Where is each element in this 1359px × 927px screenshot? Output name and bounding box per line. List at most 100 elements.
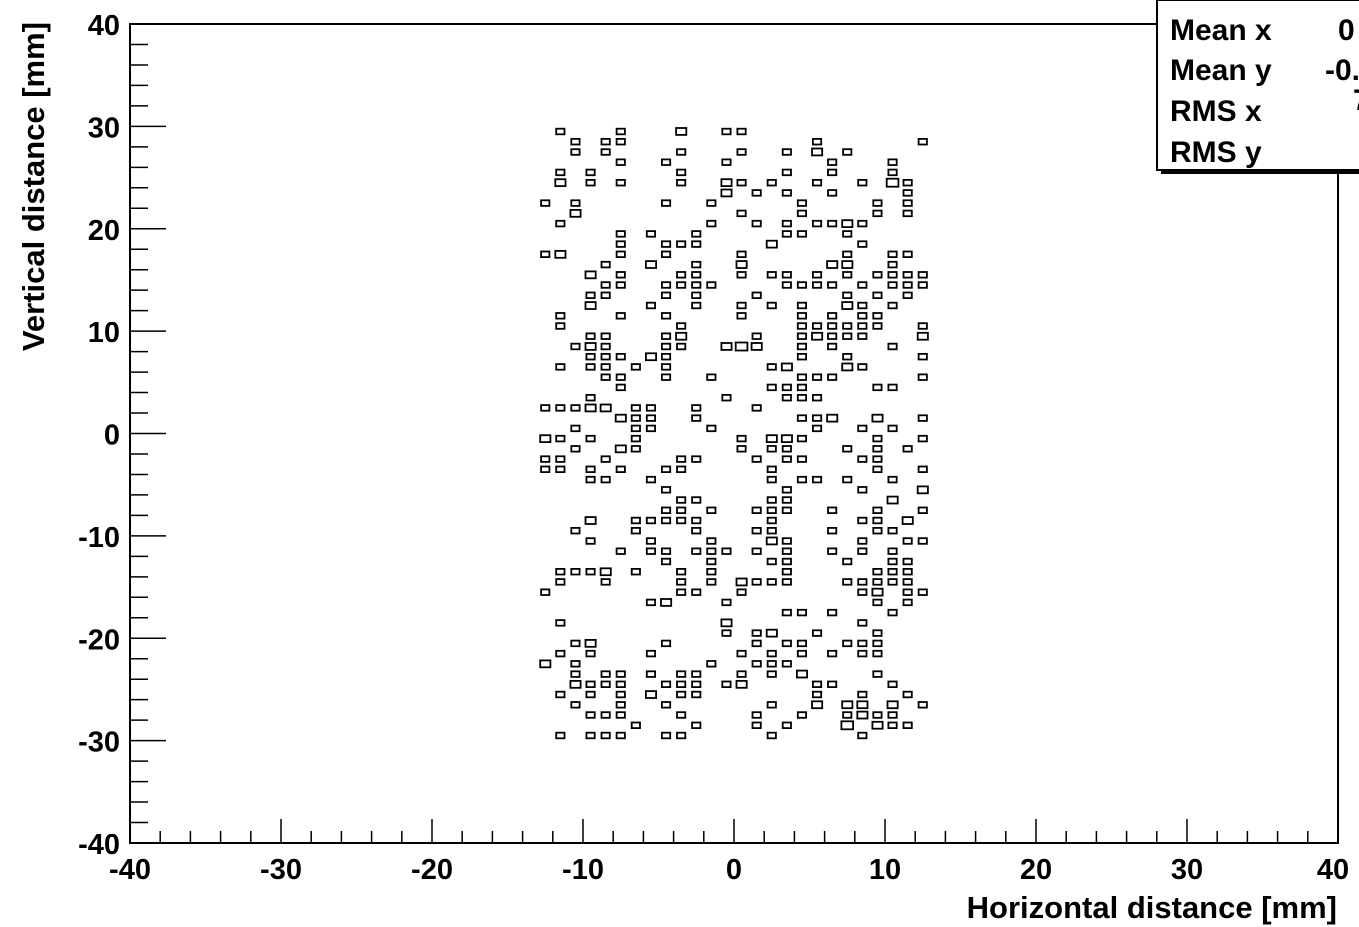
histogram-bin	[585, 475, 596, 484]
histogram-bin	[645, 649, 656, 658]
histogram-bin	[872, 455, 883, 463]
histogram-bin	[661, 506, 672, 514]
histogram-bin	[600, 148, 611, 156]
histogram-bin	[615, 240, 626, 248]
histogram-bin	[676, 731, 687, 740]
histogram-bin	[766, 465, 777, 473]
histogram-bin	[570, 639, 581, 648]
histogram-bin	[585, 465, 596, 473]
histogram-bin	[766, 363, 777, 371]
histogram-bin	[585, 711, 596, 719]
histogram-bin	[751, 291, 762, 299]
histogram-bin	[645, 475, 656, 484]
y-tick-labels: -40 -30 -20 -10 0 10 20 30 40	[78, 10, 120, 861]
histogram-bin	[842, 148, 853, 156]
histogram-bin	[887, 557, 898, 566]
histogram-bin	[661, 342, 672, 351]
histogram-bin	[615, 547, 626, 555]
histogram-bin	[827, 527, 838, 535]
histogram-bin	[615, 271, 626, 279]
histogram-bin	[615, 178, 626, 187]
stats-value-mean-y: -0.	[1325, 54, 1359, 87]
histogram-bin	[887, 250, 898, 258]
histogram-bin	[812, 680, 823, 688]
histogram-bin	[796, 342, 807, 351]
histogram-bin	[842, 250, 853, 258]
histogram-bin	[766, 383, 777, 392]
histogram-bin	[555, 434, 566, 443]
histogram-bin	[812, 629, 823, 637]
histogram-bin	[676, 568, 687, 576]
histogram-bin	[570, 404, 581, 412]
histogram-bin	[812, 690, 823, 699]
histogram-bin	[902, 598, 913, 607]
histogram-bin	[691, 527, 702, 535]
histogram-bin	[555, 465, 566, 473]
histogram-bin	[736, 209, 747, 218]
histogram-bin	[706, 506, 717, 514]
histogram-bin	[600, 281, 611, 289]
histogram-bin	[917, 271, 928, 279]
histogram-bin	[555, 578, 566, 586]
histogram-bin	[570, 670, 581, 678]
histogram-bin	[600, 260, 611, 269]
histogram-bin	[585, 168, 596, 177]
histogram-bin	[706, 578, 717, 586]
histogram-bin	[781, 496, 792, 504]
histogram-bin	[691, 271, 702, 279]
x-tick-label: -30	[260, 854, 302, 886]
histogram-bin	[630, 424, 641, 433]
histogram-bin	[706, 547, 717, 555]
histogram-bin	[736, 312, 747, 320]
histogram-bin	[871, 587, 884, 597]
y-tick-label: -20	[78, 624, 120, 656]
histogram-bin	[842, 352, 853, 361]
histogram-bin	[872, 322, 883, 330]
histogram-bin	[630, 414, 641, 422]
histogram-bin	[887, 578, 898, 586]
histogram-bin	[585, 352, 596, 361]
histogram-bin	[857, 178, 868, 187]
histogram-bin	[555, 404, 566, 412]
histogram-bin	[796, 393, 807, 402]
histogram-bin	[827, 158, 838, 166]
histogram-bin	[676, 178, 687, 187]
histogram-bin	[600, 680, 611, 688]
histogram-bin	[751, 189, 762, 197]
stats-label-mean-y: Mean y	[1170, 54, 1272, 87]
histogram-bin	[540, 404, 551, 412]
histogram-bin	[765, 628, 778, 638]
histogram-bin	[796, 199, 807, 207]
histogram-bin	[872, 271, 883, 279]
histogram-bin	[615, 680, 626, 688]
histogram-bin	[736, 434, 747, 443]
histogram-bin	[645, 537, 656, 545]
histogram-bin	[555, 312, 566, 320]
histogram-bin	[902, 537, 913, 545]
histogram-bin	[676, 322, 687, 330]
histogram-bin	[902, 209, 913, 218]
histogram-bin	[615, 690, 626, 699]
histogram-bin	[751, 527, 762, 535]
histogram-bin	[827, 506, 838, 514]
histogram-bin	[765, 536, 778, 546]
histogram-bin	[676, 496, 687, 504]
histogram-bin	[887, 271, 898, 279]
axis-ticks	[129, 23, 1339, 844]
histogram-bin	[540, 199, 551, 207]
histogram-bin	[706, 568, 717, 576]
histogram-bin	[750, 342, 763, 351]
histogram-bin	[796, 639, 807, 648]
histogram-bin	[555, 455, 566, 463]
y-tick-label: -40	[78, 829, 120, 861]
histogram-bin	[645, 230, 656, 238]
histogram-bin	[751, 506, 762, 514]
histogram-bin	[614, 413, 627, 423]
histogram-bin	[539, 434, 552, 444]
histogram-bin	[872, 670, 883, 678]
histogram-bin	[540, 455, 551, 463]
histogram-bin	[661, 373, 672, 381]
histogram-bin	[766, 731, 777, 740]
histogram-bin	[766, 445, 777, 453]
x-tick-label: 30	[1171, 854, 1203, 886]
